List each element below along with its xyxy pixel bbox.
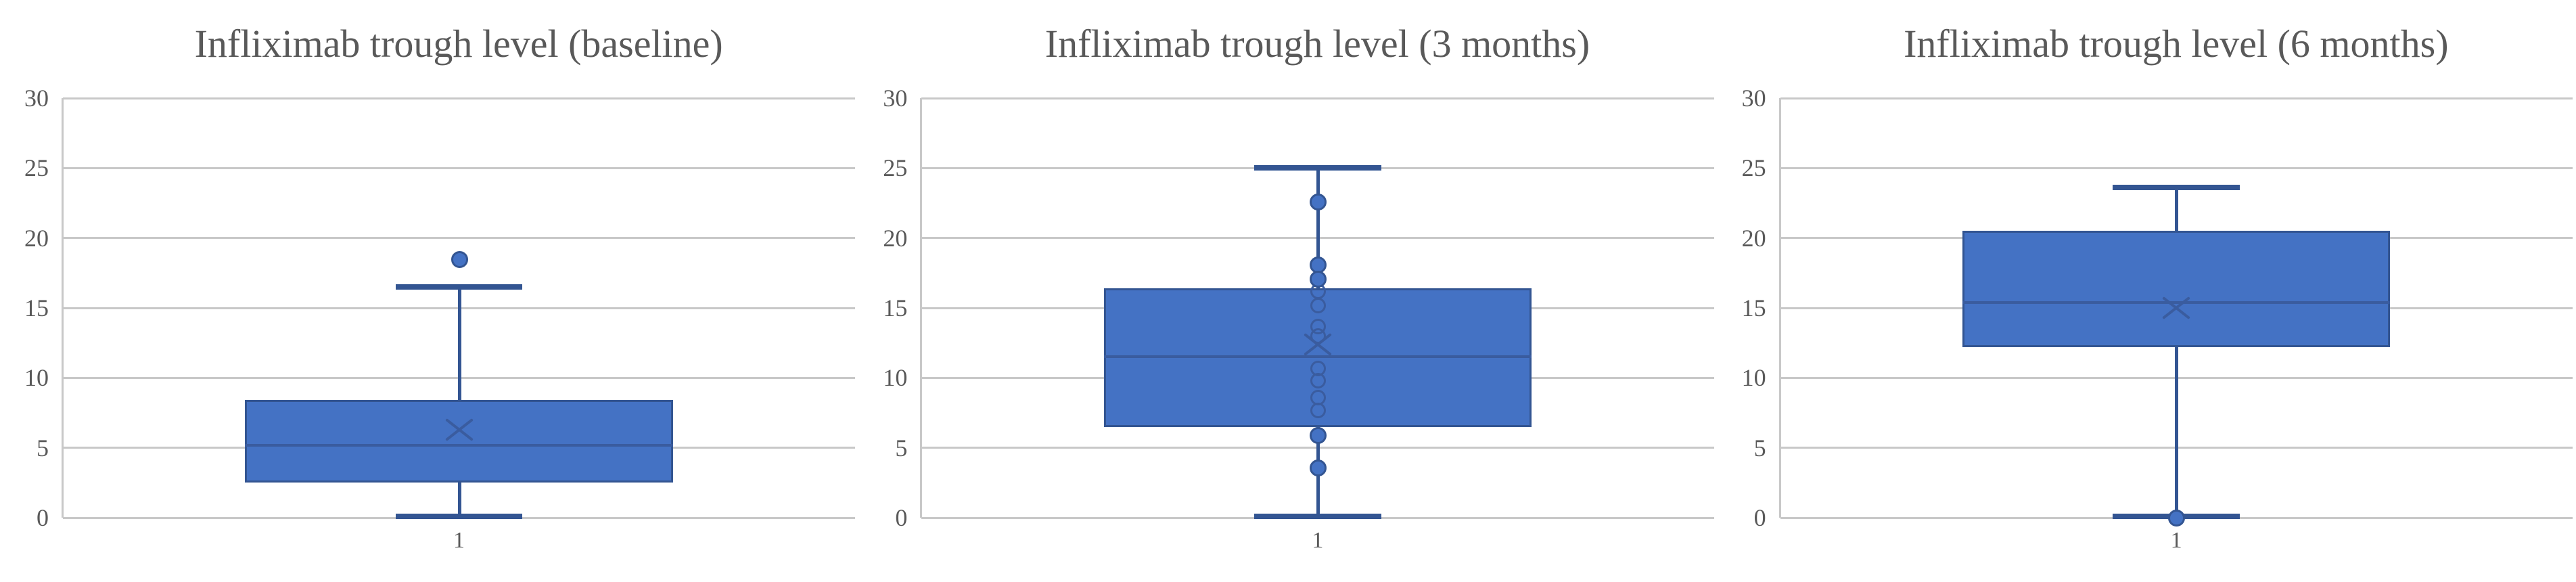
chart-panel-6-months: Infliximab trough level (6 months) 0 5 10 1… [1718, 0, 2576, 582]
y-tick-label: 0 [1753, 504, 1766, 531]
gridline [63, 166, 856, 169]
gridline [921, 97, 1714, 99]
whisker-cap-bottom [395, 513, 523, 519]
whisker-cap-top [395, 284, 523, 290]
plot-area [62, 97, 856, 519]
whisker-cap-bottom [1254, 513, 1381, 519]
y-tick-label: 20 [24, 224, 49, 252]
iqr-box [245, 400, 673, 483]
plot-area [920, 97, 1714, 519]
chart-title: Infliximab trough level (6 months) [1904, 22, 2449, 66]
y-tick-label: 30 [24, 85, 49, 112]
lower-whisker-line [2175, 346, 2179, 516]
plot-area [1778, 97, 2573, 527]
upper-whisker-line [2175, 187, 2179, 231]
mean-x-marker [444, 417, 474, 443]
inner-point [1310, 373, 1326, 389]
x-category-label: 1 [1312, 528, 1324, 553]
whisker-cap-top [1254, 165, 1381, 171]
y-tick-label: 10 [24, 364, 49, 392]
median-line [245, 443, 673, 447]
inner-point [1310, 297, 1326, 313]
lower-whisker-line [457, 483, 461, 516]
iqr-box [1962, 231, 2391, 347]
whisker-cap-top [2113, 185, 2240, 191]
outlier-point [1309, 193, 1327, 210]
gridline [1780, 166, 2573, 169]
y-tick-label: 5 [1753, 434, 1766, 462]
upper-whisker-line [457, 287, 461, 401]
y-tick-label: 15 [1741, 294, 1766, 321]
outlier-point [1309, 270, 1327, 288]
chart-panel-3-months: Infliximab trough level (3 months) 0 5 10 1… [858, 0, 1717, 582]
x-category-label: 1 [453, 528, 465, 553]
y-tick-label: 10 [1741, 364, 1766, 392]
y-tick-label: 15 [883, 294, 908, 321]
chart-title: Infliximab trough level (baseline) [194, 22, 723, 66]
y-tick-label: 5 [37, 434, 49, 462]
y-tick-label: 5 [895, 434, 908, 462]
y-tick-label: 10 [883, 364, 908, 392]
outlier-point [2168, 510, 2186, 527]
outlier-point [1309, 427, 1327, 445]
mean-x-marker [2161, 295, 2191, 321]
y-tick-label: 0 [37, 504, 49, 531]
y-tick-label: 30 [1741, 85, 1766, 112]
gridline [63, 237, 856, 240]
y-tick-label: 20 [1741, 224, 1766, 252]
y-tick-label: 25 [24, 154, 49, 182]
y-axis-line [1778, 98, 1781, 518]
x-category-label: 1 [2170, 528, 2182, 553]
inner-point [1310, 402, 1326, 418]
outlier-point [451, 250, 468, 268]
y-tick-label: 0 [895, 504, 908, 531]
y-tick-label: 25 [1741, 154, 1766, 182]
y-tick-label: 25 [883, 154, 908, 182]
y-tick-label: 30 [883, 85, 908, 112]
y-tick-label: 20 [883, 224, 908, 252]
y-tick-label: 15 [24, 294, 49, 321]
gridline [63, 97, 856, 99]
outlier-point [1309, 459, 1327, 476]
y-axis-line [62, 98, 64, 518]
upper-whisker-line [1316, 168, 1320, 289]
chart-title: Infliximab trough level (3 months) [1044, 22, 1590, 66]
chart-panel-baseline: Infliximab trough level (baseline) 0 5 10 1… [0, 0, 858, 582]
gridline [1780, 97, 2573, 99]
inner-point [1310, 328, 1326, 344]
y-axis-line [920, 98, 923, 518]
